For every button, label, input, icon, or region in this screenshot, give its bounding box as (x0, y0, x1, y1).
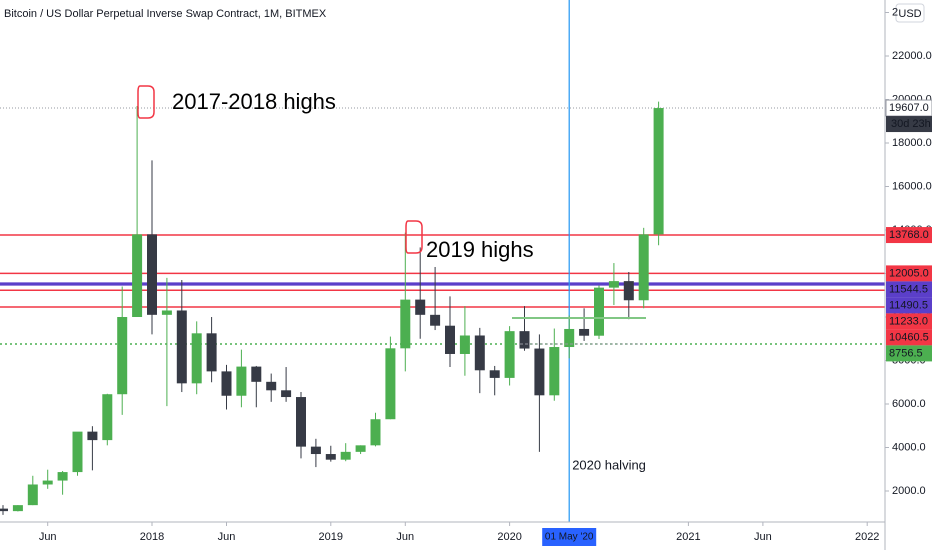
x-tick-label: 2020 (497, 531, 521, 543)
candle-body (221, 371, 232, 396)
candle-body (161, 310, 172, 315)
annotation: 2017-2018 highs (172, 89, 336, 114)
candle-body (594, 287, 604, 336)
candle-body (12, 505, 23, 512)
candle-body (579, 328, 590, 336)
candle-body (42, 480, 53, 485)
candle-body (489, 370, 500, 378)
currency-button[interactable] (895, 3, 925, 23)
candle-body (653, 108, 664, 235)
x-tick-label: 2018 (140, 531, 164, 543)
y-tick-label: 18000.0 (892, 137, 932, 149)
price-label-box (886, 345, 932, 362)
y-tick-label: 6000.0 (892, 398, 926, 410)
x-tick-label: 2021 (676, 531, 700, 543)
candle-body (504, 331, 515, 378)
candle-body (325, 454, 336, 460)
candle-body (400, 299, 411, 349)
candle-body (340, 451, 351, 460)
candle-body (281, 390, 292, 398)
x-tick-label: 2022 (855, 531, 879, 543)
x-tick-label: Jun (754, 531, 772, 543)
x-tick-label: Jun (39, 531, 57, 543)
chart-title: Bitcoin / US Dollar Perpetual Inverse Sw… (4, 8, 327, 20)
candle-body (608, 281, 619, 288)
candle-body (415, 299, 426, 315)
candle-body (638, 234, 649, 301)
price-label-box (886, 265, 932, 282)
candle-body (0, 508, 8, 512)
x-tick-label: Jun (218, 531, 236, 543)
currency[interactable]: USD (898, 8, 921, 20)
crosshair-date-box (542, 528, 597, 546)
countdown-label: 30d 23h (891, 118, 931, 130)
price-label-box (886, 297, 932, 314)
candle-body (57, 472, 68, 481)
highlight-marker (137, 85, 155, 119)
candle-body (251, 366, 262, 382)
price-label-box (886, 329, 932, 346)
countdown-box (886, 116, 932, 133)
candle-body (310, 446, 321, 455)
candle-body (176, 310, 187, 384)
price-label: 8756.5 (889, 347, 923, 359)
price-label: 10460.5 (889, 331, 929, 343)
candle-body (430, 314, 441, 326)
price-label: 11490.5 (889, 299, 928, 311)
candle-body (206, 333, 217, 372)
crosshair-date: 01 May '20 (545, 532, 594, 543)
candle-body (296, 397, 306, 447)
candle-body (370, 419, 381, 446)
candle-body (266, 381, 277, 391)
halving-label: 2020 halving (572, 457, 646, 472)
candle-body (72, 431, 83, 473)
y-tick-label: 4000.0 (892, 441, 926, 453)
candle-body (27, 484, 38, 506)
price-label: 11233.0 (889, 315, 928, 327)
candle-body (385, 348, 396, 420)
price-label: 13768.0 (889, 229, 929, 241)
candle-body (459, 335, 470, 354)
candle-body (549, 347, 560, 396)
candle-body (519, 331, 530, 349)
candle-body (87, 431, 98, 441)
candle-body (236, 366, 247, 396)
price-label: 12005.0 (889, 267, 929, 279)
candle-body (102, 394, 113, 441)
y-tick-label: 22000.0 (892, 50, 932, 62)
price-label: 11544.5 (889, 283, 928, 295)
price-label-box (886, 313, 932, 330)
last-price-label: 19607.0 (889, 102, 929, 114)
candle-body (191, 333, 202, 384)
candle-body (445, 325, 455, 354)
candle-body (534, 348, 545, 396)
candle-body (564, 328, 575, 348)
candle-body (623, 281, 634, 301)
y-tick-label: 2 (892, 6, 898, 18)
y-tick-label: 2000.0 (892, 485, 926, 497)
candle-body (132, 234, 143, 318)
highlight-marker (405, 220, 423, 254)
price-label-box (886, 281, 932, 298)
x-tick-label: 2019 (319, 531, 343, 543)
candle-body (117, 317, 128, 395)
x-tick-label: Jun (396, 531, 414, 543)
candle-body (147, 234, 157, 315)
annotation: 2019 highs (426, 237, 534, 262)
price-label-box (886, 227, 932, 244)
candle-body (474, 335, 485, 371)
candle-body (355, 445, 366, 452)
y-tick-label: 16000.0 (892, 180, 932, 192)
